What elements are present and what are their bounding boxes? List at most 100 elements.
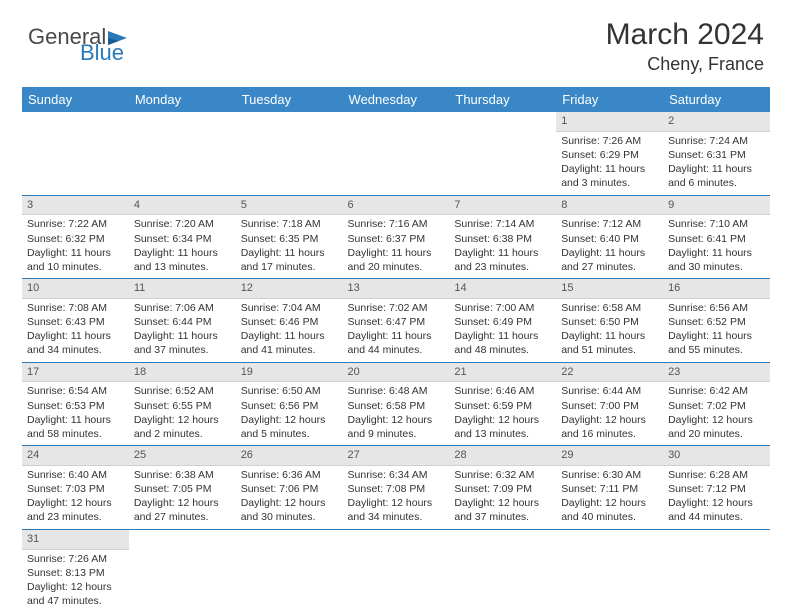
day-line: Sunrise: 7:10 AM bbox=[668, 217, 765, 231]
day-number: 21 bbox=[449, 363, 556, 383]
day-line: and 13 minutes. bbox=[454, 427, 551, 441]
week-row: 3Sunrise: 7:22 AMSunset: 6:32 PMDaylight… bbox=[22, 195, 770, 279]
day-line: and 20 minutes. bbox=[668, 427, 765, 441]
day-number: 2 bbox=[663, 112, 770, 132]
day-line: and 44 minutes. bbox=[348, 343, 445, 357]
day-body: Sunrise: 7:06 AMSunset: 6:44 PMDaylight:… bbox=[129, 299, 236, 362]
day-line: Sunset: 7:02 PM bbox=[668, 399, 765, 413]
day-cell: 27Sunrise: 6:34 AMSunset: 7:08 PMDayligh… bbox=[343, 446, 450, 530]
day-line: Sunrise: 7:06 AM bbox=[134, 301, 231, 315]
day-line: Sunrise: 7:20 AM bbox=[134, 217, 231, 231]
day-cell bbox=[22, 112, 129, 195]
day-line: Sunrise: 6:44 AM bbox=[561, 384, 658, 398]
day-number: 8 bbox=[556, 196, 663, 216]
day-line: Daylight: 11 hours bbox=[454, 329, 551, 343]
day-cell: 3Sunrise: 7:22 AMSunset: 6:32 PMDaylight… bbox=[22, 195, 129, 279]
day-line: Sunset: 6:46 PM bbox=[241, 315, 338, 329]
day-cell: 17Sunrise: 6:54 AMSunset: 6:53 PMDayligh… bbox=[22, 362, 129, 446]
day-body: Sunrise: 7:04 AMSunset: 6:46 PMDaylight:… bbox=[236, 299, 343, 362]
day-number: 6 bbox=[343, 196, 450, 216]
day-line: Sunrise: 6:38 AM bbox=[134, 468, 231, 482]
day-body: Sunrise: 6:34 AMSunset: 7:08 PMDaylight:… bbox=[343, 466, 450, 529]
day-body: Sunrise: 7:22 AMSunset: 6:32 PMDaylight:… bbox=[22, 215, 129, 278]
day-body: Sunrise: 7:08 AMSunset: 6:43 PMDaylight:… bbox=[22, 299, 129, 362]
day-body: Sunrise: 7:16 AMSunset: 6:37 PMDaylight:… bbox=[343, 215, 450, 278]
day-line: Daylight: 11 hours bbox=[241, 246, 338, 260]
day-cell bbox=[556, 529, 663, 612]
day-line: Sunrise: 7:02 AM bbox=[348, 301, 445, 315]
day-cell: 31Sunrise: 7:26 AMSunset: 8:13 PMDayligh… bbox=[22, 529, 129, 612]
day-body: Sunrise: 6:28 AMSunset: 7:12 PMDaylight:… bbox=[663, 466, 770, 529]
day-line: Sunrise: 7:04 AM bbox=[241, 301, 338, 315]
day-cell: 5Sunrise: 7:18 AMSunset: 6:35 PMDaylight… bbox=[236, 195, 343, 279]
day-line: Sunset: 7:05 PM bbox=[134, 482, 231, 496]
day-number: 3 bbox=[22, 196, 129, 216]
day-line: Sunrise: 7:26 AM bbox=[561, 134, 658, 148]
day-body: Sunrise: 7:24 AMSunset: 6:31 PMDaylight:… bbox=[663, 132, 770, 195]
day-line: and 17 minutes. bbox=[241, 260, 338, 274]
day-number: 23 bbox=[663, 363, 770, 383]
day-line: Daylight: 11 hours bbox=[27, 413, 124, 427]
day-body: Sunrise: 7:12 AMSunset: 6:40 PMDaylight:… bbox=[556, 215, 663, 278]
day-number: 7 bbox=[449, 196, 556, 216]
day-number: 26 bbox=[236, 446, 343, 466]
col-monday: Monday bbox=[129, 87, 236, 112]
day-line: Sunrise: 7:26 AM bbox=[27, 552, 124, 566]
day-number: 31 bbox=[22, 530, 129, 550]
day-line: Sunrise: 6:54 AM bbox=[27, 384, 124, 398]
day-line: Sunset: 6:32 PM bbox=[27, 232, 124, 246]
day-line: Daylight: 11 hours bbox=[27, 246, 124, 260]
day-body: Sunrise: 6:40 AMSunset: 7:03 PMDaylight:… bbox=[22, 466, 129, 529]
day-number: 13 bbox=[343, 279, 450, 299]
day-body: Sunrise: 7:02 AMSunset: 6:47 PMDaylight:… bbox=[343, 299, 450, 362]
day-cell: 30Sunrise: 6:28 AMSunset: 7:12 PMDayligh… bbox=[663, 446, 770, 530]
day-line: and 13 minutes. bbox=[134, 260, 231, 274]
day-line: and 37 minutes. bbox=[454, 510, 551, 524]
day-cell: 1Sunrise: 7:26 AMSunset: 6:29 PMDaylight… bbox=[556, 112, 663, 195]
day-line: Sunrise: 6:40 AM bbox=[27, 468, 124, 482]
day-line: Daylight: 12 hours bbox=[134, 413, 231, 427]
day-body: Sunrise: 6:32 AMSunset: 7:09 PMDaylight:… bbox=[449, 466, 556, 529]
day-cell: 22Sunrise: 6:44 AMSunset: 7:00 PMDayligh… bbox=[556, 362, 663, 446]
day-number: 11 bbox=[129, 279, 236, 299]
day-line: Daylight: 12 hours bbox=[668, 496, 765, 510]
day-cell: 15Sunrise: 6:58 AMSunset: 6:50 PMDayligh… bbox=[556, 279, 663, 363]
day-number: 29 bbox=[556, 446, 663, 466]
day-line: Sunset: 7:11 PM bbox=[561, 482, 658, 496]
day-line: and 9 minutes. bbox=[348, 427, 445, 441]
day-number: 18 bbox=[129, 363, 236, 383]
day-line: Sunset: 6:55 PM bbox=[134, 399, 231, 413]
day-body: Sunrise: 6:54 AMSunset: 6:53 PMDaylight:… bbox=[22, 382, 129, 445]
day-line: Daylight: 12 hours bbox=[561, 413, 658, 427]
location: Cheny, France bbox=[606, 54, 764, 75]
day-cell bbox=[449, 112, 556, 195]
day-cell: 2Sunrise: 7:24 AMSunset: 6:31 PMDaylight… bbox=[663, 112, 770, 195]
day-body: Sunrise: 6:46 AMSunset: 6:59 PMDaylight:… bbox=[449, 382, 556, 445]
day-number: 5 bbox=[236, 196, 343, 216]
day-body: Sunrise: 6:56 AMSunset: 6:52 PMDaylight:… bbox=[663, 299, 770, 362]
day-number: 9 bbox=[663, 196, 770, 216]
day-line: Sunset: 6:37 PM bbox=[348, 232, 445, 246]
day-line: Daylight: 12 hours bbox=[454, 496, 551, 510]
day-cell: 14Sunrise: 7:00 AMSunset: 6:49 PMDayligh… bbox=[449, 279, 556, 363]
day-line: Sunset: 7:08 PM bbox=[348, 482, 445, 496]
day-cell: 28Sunrise: 6:32 AMSunset: 7:09 PMDayligh… bbox=[449, 446, 556, 530]
week-row: 1Sunrise: 7:26 AMSunset: 6:29 PMDaylight… bbox=[22, 112, 770, 195]
col-wednesday: Wednesday bbox=[343, 87, 450, 112]
day-line: Sunset: 6:44 PM bbox=[134, 315, 231, 329]
day-body: Sunrise: 6:36 AMSunset: 7:06 PMDaylight:… bbox=[236, 466, 343, 529]
day-line: Daylight: 12 hours bbox=[348, 496, 445, 510]
day-line: Sunset: 6:47 PM bbox=[348, 315, 445, 329]
day-line: and 55 minutes. bbox=[668, 343, 765, 357]
day-cell: 6Sunrise: 7:16 AMSunset: 6:37 PMDaylight… bbox=[343, 195, 450, 279]
day-number: 27 bbox=[343, 446, 450, 466]
col-saturday: Saturday bbox=[663, 87, 770, 112]
col-sunday: Sunday bbox=[22, 87, 129, 112]
day-line: Daylight: 12 hours bbox=[241, 496, 338, 510]
day-cell bbox=[343, 529, 450, 612]
day-line: Sunset: 6:58 PM bbox=[348, 399, 445, 413]
day-line: Sunrise: 7:12 AM bbox=[561, 217, 658, 231]
day-line: Daylight: 11 hours bbox=[668, 329, 765, 343]
logo-text-blue: Blue bbox=[80, 40, 124, 66]
day-body: Sunrise: 6:50 AMSunset: 6:56 PMDaylight:… bbox=[236, 382, 343, 445]
